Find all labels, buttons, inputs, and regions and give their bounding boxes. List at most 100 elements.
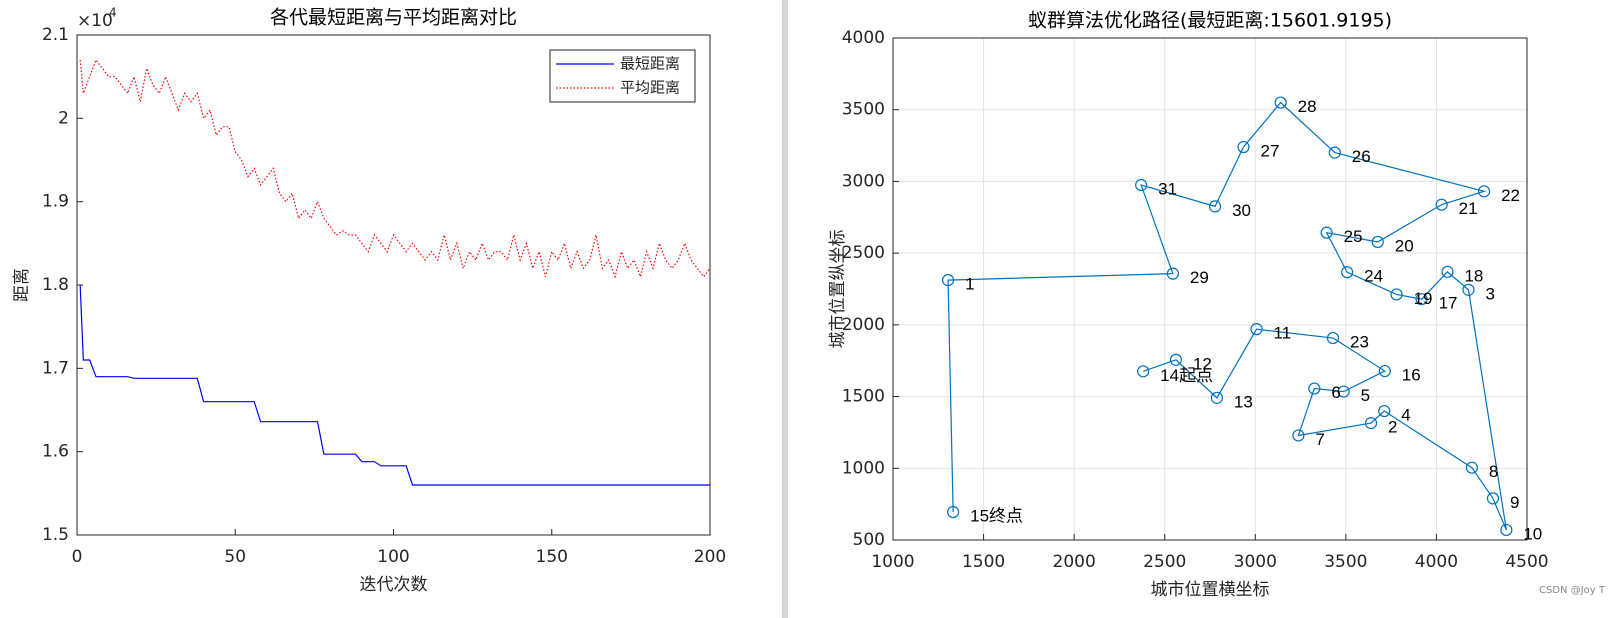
x-tick-label: 100: [377, 547, 409, 567]
y-tick-label: 3000: [842, 171, 885, 191]
axes-box: [76, 34, 711, 536]
y-multiplier-exp: 4: [109, 6, 117, 20]
city-label: 27: [1261, 141, 1280, 160]
city-point: [1328, 146, 1341, 159]
city-point: [1465, 461, 1479, 474]
city-point: [1378, 404, 1391, 418]
watermark: CSDN @Joy T: [1539, 585, 1606, 596]
city-label: 17: [1439, 294, 1458, 313]
city-label: 21: [1459, 199, 1478, 218]
city-point: [1166, 267, 1179, 280]
city-label: 20: [1395, 236, 1414, 255]
city-point: [1308, 382, 1321, 395]
city-point: [1320, 226, 1333, 239]
city-point: [1250, 323, 1263, 336]
city-label: 5: [1361, 386, 1370, 405]
x-tick-label: 1500: [962, 552, 1005, 572]
plot-area: [77, 35, 710, 535]
city-label: 25: [1344, 227, 1363, 246]
y-tick-label: 1.7: [42, 358, 69, 378]
city-label: 18: [1464, 266, 1483, 285]
y-tick-label: 2.1: [42, 25, 69, 45]
city-point: [1486, 492, 1500, 505]
axes-box: [892, 37, 1528, 541]
city-label: 3: [1485, 284, 1494, 303]
city-point: [1390, 288, 1403, 301]
y-axis-label: 距离: [12, 268, 32, 302]
city-label: 19: [1414, 289, 1433, 308]
city-point: [1341, 266, 1354, 279]
city-label: 8: [1489, 462, 1498, 481]
series-line: [79, 284, 710, 486]
city-label: 7: [1315, 430, 1324, 449]
city-point: [947, 505, 960, 519]
y-axis-label: 城市位置纵坐标: [828, 230, 848, 349]
city-label: 9: [1510, 493, 1519, 512]
legend-label: 平均距离: [620, 79, 680, 97]
y-tick-label: 1500: [842, 387, 885, 407]
x-tick-label: 2500: [1143, 552, 1186, 572]
city-label: 11: [1274, 324, 1292, 343]
legend-box: [549, 49, 696, 103]
city-label: 2: [1388, 418, 1397, 437]
x-tick-label: 0: [72, 547, 83, 567]
city-label: 4: [1401, 406, 1410, 425]
city-label: 10: [1523, 524, 1542, 543]
series-line: [79, 58, 711, 279]
city-point: [1500, 523, 1513, 537]
city-label: 23: [1350, 333, 1369, 352]
legend-label: 最短距离: [620, 55, 680, 73]
city-label: 29: [1190, 268, 1209, 287]
y-tick-label: 500: [853, 530, 885, 550]
panel-divider: [782, 0, 788, 618]
city-point: [1435, 198, 1448, 211]
city-label: 13: [1234, 392, 1253, 411]
city-point: [1462, 283, 1475, 296]
y-tick-label: 1.9: [42, 192, 69, 212]
y-multiplier: ×10: [77, 11, 113, 31]
city-label: 26: [1352, 147, 1371, 166]
city-point: [1326, 331, 1340, 345]
city-point: [1378, 364, 1391, 378]
y-tick-label: 1000: [842, 458, 885, 478]
x-tick-label: 3500: [1324, 552, 1367, 572]
city-point: [1208, 200, 1222, 213]
city-label: 6: [1331, 383, 1340, 402]
x-axis-label: 迭代次数: [360, 575, 428, 595]
x-tick-label: 4500: [1505, 552, 1548, 572]
city-point: [1210, 391, 1223, 404]
city-label: 16: [1402, 366, 1421, 385]
y-tick-label: 3500: [842, 100, 885, 120]
y-tick-label: 4000: [842, 28, 885, 48]
x-tick-label: 200: [694, 547, 726, 567]
x-tick-label: 3000: [1234, 552, 1277, 572]
city-point: [1137, 365, 1150, 378]
city-point: [1274, 96, 1287, 109]
city-point: [1237, 140, 1250, 154]
x-tick-label: 1000: [871, 552, 914, 572]
y-tick-label: 2: [58, 108, 69, 128]
x-tick-label: 4000: [1415, 552, 1458, 572]
city-label: 12: [1193, 354, 1212, 373]
y-tick-label: 1.5: [42, 525, 69, 545]
y-tick-label: 2000: [842, 315, 885, 335]
city-point: [1441, 265, 1454, 278]
y-tick-label: 1.6: [42, 442, 69, 462]
chart-title: 各代最短距离与平均距离对比: [270, 7, 517, 29]
city-point: [1477, 185, 1491, 198]
city-label: 14起点: [1160, 366, 1213, 385]
city-point: [1364, 417, 1378, 430]
city-point: [1292, 429, 1305, 442]
plot-area: [893, 38, 1527, 540]
city-label: 28: [1298, 97, 1317, 116]
x-tick-label: 2000: [1053, 552, 1096, 572]
city-point: [1337, 385, 1350, 398]
city-label: 1: [965, 275, 974, 294]
city-label: 31: [1158, 179, 1177, 198]
city-point: [1169, 353, 1183, 366]
city-point: [1371, 235, 1384, 249]
route-line: [947, 101, 1507, 531]
y-tick-label: 2500: [842, 243, 885, 263]
chart-title: 蚁群算法优化路径(最短距离:15601.9195): [1028, 10, 1392, 32]
